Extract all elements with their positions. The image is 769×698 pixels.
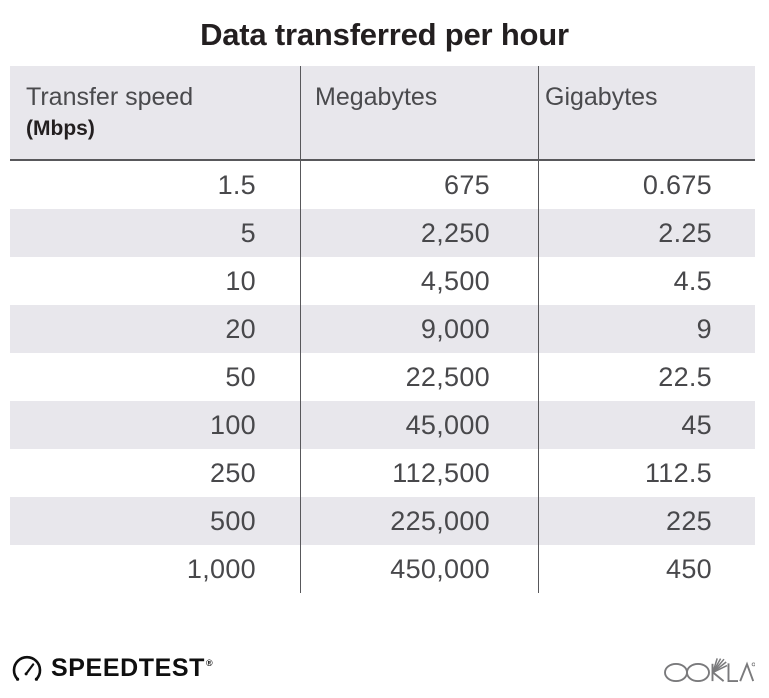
cell-megabytes: 450,000 bbox=[390, 554, 490, 584]
cell-transfer-speed: 10 bbox=[225, 266, 256, 296]
cell-gigabytes: 22.5 bbox=[658, 362, 712, 392]
column-divider-1 bbox=[300, 66, 301, 593]
page-title: Data transferred per hour bbox=[200, 17, 569, 52]
table-row: 20 9,000 9 bbox=[10, 305, 755, 353]
cell-gigabytes: 2.25 bbox=[658, 218, 712, 248]
cell-gigabytes: 225 bbox=[666, 506, 712, 536]
cell-megabytes: 9,000 bbox=[420, 314, 490, 344]
column-header-gigabytes-label: Gigabytes bbox=[545, 83, 658, 111]
table-row: 10 4,500 4.5 bbox=[10, 257, 755, 305]
cell-megabytes: 112,500 bbox=[392, 458, 490, 488]
cell-transfer-speed: 1.5 bbox=[217, 170, 256, 200]
table-row: 5 2,250 2.25 bbox=[10, 209, 755, 257]
cell-gigabytes: 45 bbox=[681, 410, 712, 440]
table-body: 1.5 675 0.675 5 2,250 2.25 10 4,500 4.5 … bbox=[10, 161, 755, 593]
speedometer-gauge-icon bbox=[12, 653, 42, 683]
table-row: 1.5 675 0.675 bbox=[10, 161, 755, 209]
column-header-transfer-speed-label: Transfer speed bbox=[26, 83, 194, 111]
column-header-transfer-speed: Transfer speed (Mbps) bbox=[26, 80, 291, 144]
cell-transfer-speed: 50 bbox=[225, 362, 256, 392]
cell-transfer-speed: 100 bbox=[210, 410, 256, 440]
cell-gigabytes: 9 bbox=[696, 314, 712, 344]
cell-megabytes: 225,000 bbox=[390, 506, 490, 536]
table-row: 1,000 450,000 450 bbox=[10, 545, 755, 593]
speedtest-wordmark: SPEEDTEST® bbox=[51, 653, 214, 682]
cell-megabytes: 675 bbox=[444, 170, 490, 200]
column-divider-2 bbox=[538, 66, 539, 593]
cell-gigabytes: 450 bbox=[666, 554, 712, 584]
cell-transfer-speed: 250 bbox=[210, 458, 256, 488]
table-row: 100 45,000 45 bbox=[10, 401, 755, 449]
cell-megabytes: 22,500 bbox=[405, 362, 490, 392]
column-header-megabytes-label: Megabytes bbox=[315, 83, 438, 111]
cell-megabytes: 45,000 bbox=[405, 410, 490, 440]
cell-megabytes: 2,250 bbox=[420, 218, 490, 248]
speedtest-registered-mark: ® bbox=[206, 658, 214, 669]
cell-gigabytes: 4.5 bbox=[673, 266, 712, 296]
cell-transfer-speed: 5 bbox=[240, 218, 256, 248]
speedtest-logo: SPEEDTEST® bbox=[12, 653, 213, 683]
cell-gigabytes: 0.675 bbox=[642, 170, 712, 200]
speedtest-wordmark-text: SPEEDTEST bbox=[51, 653, 206, 682]
table-header-row: Transfer speed (Mbps) Megabytes Gigabyte… bbox=[10, 66, 755, 161]
cell-megabytes: 4,500 bbox=[420, 266, 490, 296]
column-header-megabytes: Megabytes bbox=[315, 80, 535, 114]
cell-gigabytes: 112.5 bbox=[644, 458, 712, 488]
cell-transfer-speed: 1,000 bbox=[186, 554, 256, 584]
cell-transfer-speed: 20 bbox=[225, 314, 256, 344]
cell-transfer-speed: 500 bbox=[210, 506, 256, 536]
footer: SPEEDTEST® bbox=[0, 645, 769, 698]
table-row: 50 22,500 22.5 bbox=[10, 353, 755, 401]
column-header-gigabytes: Gigabytes bbox=[545, 80, 745, 114]
table-row: 250 112,500 112.5 bbox=[10, 449, 755, 497]
data-table: Transfer speed (Mbps) Megabytes Gigabyte… bbox=[10, 66, 755, 593]
table-row: 500 225,000 225 bbox=[10, 497, 755, 545]
column-header-transfer-speed-unit: (Mbps) bbox=[26, 117, 95, 140]
ookla-logo bbox=[663, 655, 756, 690]
